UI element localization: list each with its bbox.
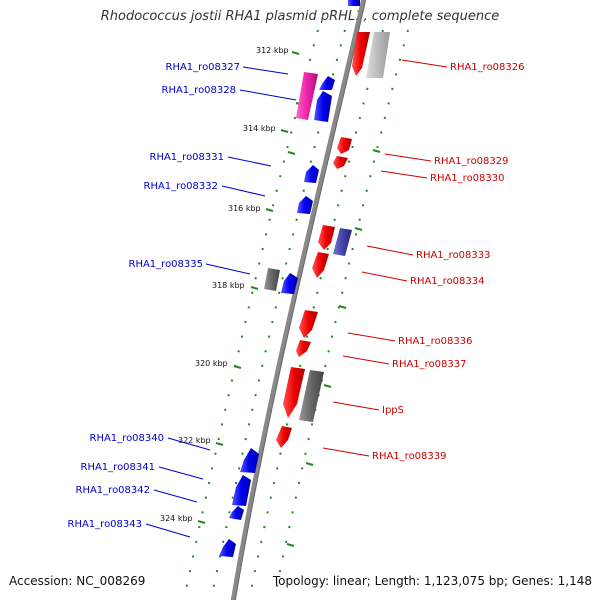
gene-label-ippS[interactable]: IppS (382, 405, 404, 416)
tick-label-314: 314 kbp (243, 124, 276, 133)
leader-ro08333 (366, 245, 414, 256)
gene-box-ro08335[interactable] (264, 268, 280, 291)
gene-arrow-ro08336[interactable] (299, 310, 318, 338)
leader-ro08342 (153, 489, 198, 503)
tick-mark (233, 365, 242, 369)
gene-arrow-ro08337[interactable] (296, 340, 311, 357)
tick-mark (354, 227, 363, 231)
gene-arrow-ro08343[interactable] (219, 539, 236, 557)
left-gene-labels: RHA1_ro08327 RHA1_ro08328 RHA1_ro08331 R… (68, 62, 241, 530)
gene-arrow-ro08330[interactable] (333, 156, 348, 169)
genome-stats-label: Topology: linear; Length: 1,123,075 bp; … (272, 574, 592, 588)
right-label-leaders (322, 59, 448, 457)
gene-arrow-ro08328[interactable] (314, 91, 332, 122)
gene-label-ro08328[interactable]: RHA1_ro08328 (162, 85, 237, 96)
leader-ro08340 (167, 437, 211, 451)
gene-box-ro08327[interactable] (296, 72, 318, 120)
leader-ro08327 (242, 66, 289, 75)
outer-right-track (275, 29, 409, 591)
tick-mark (287, 151, 296, 155)
leader-ro08329 (384, 153, 432, 162)
tick-mark (215, 442, 224, 446)
leader-ro08328 (239, 89, 297, 101)
gene-label-ro08329[interactable]: RHA1_ro08329 (434, 156, 509, 167)
left-label-leaders (145, 66, 297, 538)
tick-mark (250, 286, 259, 290)
tick-mark (305, 462, 314, 466)
gene-label-ro08342[interactable]: RHA1_ro08342 (76, 485, 151, 496)
tick-mark (372, 149, 381, 153)
gene-label-ro08330[interactable]: RHA1_ro08330 (430, 173, 505, 184)
gene-label-ro08340[interactable]: RHA1_ro08340 (90, 433, 165, 444)
reverse-strand-genes (276, 32, 390, 448)
gene-box-ro08333-partner[interactable] (333, 228, 352, 256)
gene-label-ro08332[interactable]: RHA1_ro08332 (144, 181, 219, 192)
tick-label-318: 318 kbp (212, 281, 245, 290)
gene-arrow-ro08339[interactable] (276, 426, 292, 448)
leader-ro08326 (401, 59, 448, 68)
accession-label: Accession: NC_008269 (9, 574, 146, 588)
gene-label-ro08326[interactable]: RHA1_ro08326 (450, 62, 525, 73)
gene-label-ro08337[interactable]: RHA1_ro08337 (392, 359, 467, 370)
leader-ro08339 (322, 447, 370, 457)
gene-arrow-ro08333[interactable] (318, 225, 335, 250)
map-title: Rhodococcus jostii RHA1 plasmid pRHL1, c… (100, 9, 500, 24)
gene-label-ro08336[interactable]: RHA1_ro08336 (398, 336, 473, 347)
scale-ticks: 312 kbp 314 kbp 316 kbp 318 kbp 320 kbp … (160, 46, 381, 547)
leader-ro08332 (221, 185, 266, 197)
leader-ro08337 (342, 355, 390, 365)
tick-mark (265, 208, 274, 212)
plasmid-backbone (230, 0, 367, 600)
tick-mark (286, 543, 295, 547)
gene-arrow-ro08334[interactable] (312, 252, 329, 278)
leader-ro08335 (205, 263, 251, 275)
tick-label-320: 320 kbp (195, 359, 228, 368)
leader-ro08330 (380, 170, 428, 179)
right-gene-labels: RHA1_ro08326 RHA1_ro08329 RHA1_ro08330 R… (372, 62, 525, 462)
gene-label-ro08341[interactable]: RHA1_ro08341 (81, 462, 156, 473)
gene-arrow-ro08329[interactable] (337, 137, 352, 154)
gene-arrow-ro08332[interactable] (297, 196, 313, 214)
gene-label-ro08339[interactable]: RHA1_ro08339 (372, 451, 447, 462)
gene-box-ro08326-partner[interactable] (366, 32, 390, 78)
tick-label-312: 312 kbp (256, 46, 289, 55)
gene-label-ro08327[interactable]: RHA1_ro08327 (166, 62, 241, 73)
tick-label-316: 316 kbp (228, 204, 261, 213)
gene-label-ro08333[interactable]: RHA1_ro08333 (416, 250, 491, 261)
gene-arrow-top-partial[interactable] (348, 0, 360, 6)
gene-arrow-ro08335[interactable] (281, 273, 298, 294)
gene-arrow-ro08327[interactable] (319, 76, 335, 90)
gene-arrow-ro08326[interactable] (352, 32, 370, 76)
gene-box-ippS-partner[interactable] (299, 370, 324, 422)
gene-arrow-ro08340[interactable] (240, 448, 259, 473)
leader-ro08331 (227, 156, 272, 167)
tick-label-324: 324 kbp (160, 514, 193, 523)
leader-ro08341 (158, 466, 204, 480)
plasmid-backbone-shade (234, 0, 367, 600)
tick-label-322: 322 kbp (178, 436, 211, 445)
tick-mark (323, 384, 332, 388)
gene-label-ro08335[interactable]: RHA1_ro08335 (129, 259, 204, 270)
gene-arrow-ro08331[interactable] (304, 165, 319, 183)
leader-ro08343 (145, 523, 191, 538)
gene-label-ro08334[interactable]: RHA1_ro08334 (410, 276, 485, 287)
gene-label-ro08331[interactable]: RHA1_ro08331 (150, 152, 225, 163)
leader-ro08336 (347, 332, 396, 342)
tick-mark (280, 129, 289, 133)
gene-arrow-ro08341[interactable] (232, 475, 251, 506)
tick-mark (291, 51, 300, 55)
leader-ro08334 (361, 271, 408, 282)
gene-label-ro08343[interactable]: RHA1_ro08343 (68, 519, 143, 530)
gene-arrow-ippS[interactable] (283, 367, 305, 418)
leader-ippS (332, 401, 380, 411)
gene-arrow-ro08342[interactable] (229, 506, 244, 520)
tick-mark (197, 520, 206, 524)
forward-strand-genes (219, 72, 335, 557)
tick-mark (338, 305, 347, 309)
